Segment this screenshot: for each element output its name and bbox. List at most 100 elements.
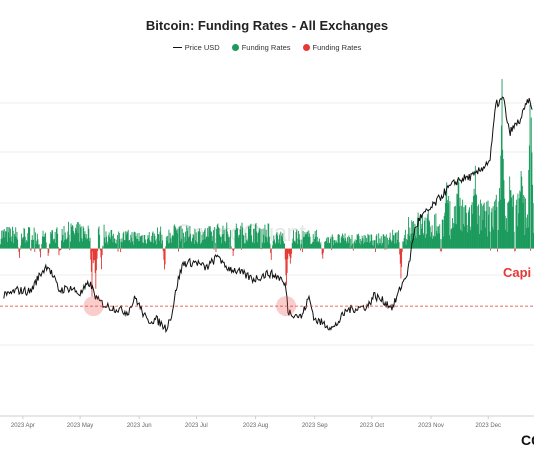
legend-item-price[interactable]: Price USD [172,43,220,52]
funding-bar-positive [354,239,356,249]
funding-bar-positive [397,230,399,249]
funding-bar-positive [471,202,473,249]
funding-bar-positive [424,217,426,249]
funding-bar-positive [15,237,17,249]
funding-bar-positive [332,236,334,249]
funding-bar-positive [45,232,47,249]
funding-bar-positive [248,225,250,249]
funding-bar-positive [3,229,5,249]
legend-item-funding-negative[interactable]: Funding Rates [302,43,361,52]
funding-bar-positive [522,203,524,249]
funding-bar-positive [55,228,57,249]
funding-bar-positive [31,239,33,249]
funding-bar-positive [144,239,146,249]
funding-bar-positive [483,202,485,249]
funding-bar-positive [335,240,337,249]
funding-bar-positive [140,236,142,249]
funding-bar-positive [33,239,34,249]
funding-bar-positive [391,240,393,249]
funding-bar-positive [20,233,22,249]
funding-bar-positive [5,231,7,249]
funding-bar-positive [366,237,368,249]
funding-bar-positive [266,237,268,249]
funding-bar-positive [152,231,154,249]
funding-bar-positive [223,229,225,249]
funding-bar-positive [469,207,471,249]
funding-bar-positive [108,232,110,249]
funding-bar-negative [162,248,164,252]
funding-bar-positive [329,242,331,249]
funding-bar-positive [51,230,53,249]
funding-bar-positive [147,235,149,249]
funding-bar-negative [291,248,293,254]
funding-bar-positive [206,236,208,249]
funding-bar-positive [34,232,36,249]
funding-bar-positive [6,241,8,249]
funding-bar-positive [374,240,376,249]
funding-bar-positive [500,155,502,249]
funding-bar-positive [465,205,467,249]
x-tick-label: 2023 Oct [360,423,385,429]
funding-bar-positive [364,242,366,249]
funding-bar-positive [49,244,51,249]
funding-bar-positive [89,241,90,249]
funding-bar-positive [371,235,373,249]
funding-bar-positive [219,236,221,249]
funding-bar-positive [291,243,293,249]
funding-bar-positive [131,232,133,249]
legend-item-funding-positive[interactable]: Funding Rates [231,43,291,52]
funding-bar-positive [445,203,446,249]
funding-bar-positive [230,246,232,249]
funding-bar-positive [71,226,73,249]
funding-bar-positive [205,239,207,249]
funding-bar-positive [351,234,353,249]
funding-bar-positive [142,242,144,249]
funding-bar-positive [445,191,447,249]
funding-bar-positive [428,220,430,249]
funding-bar-positive [75,229,77,249]
funding-bar-positive [61,240,62,249]
funding-bar-positive [124,240,126,249]
funding-bar-positive [343,240,345,249]
funding-bar-positive [504,215,506,249]
funding-bar-positive [488,214,490,249]
funding-bar-positive [373,245,375,249]
funding-bar-positive [476,195,478,249]
funding-bar-positive [104,242,106,249]
funding-bar-negative [29,248,31,250]
funding-bar-positive [303,237,305,249]
funding-bar-positive [68,234,70,249]
funding-bar-negative [441,248,443,252]
funding-bar-positive [272,245,273,249]
funding-bar-negative [400,248,402,279]
funding-bar-positive [361,235,363,249]
funding-bar-positive [328,243,330,249]
funding-bar-positive [474,195,476,249]
funding-bar-positive [294,242,296,249]
funding-bar-positive [415,228,417,249]
funding-bar-negative [47,248,49,256]
funding-bar-positive [476,206,478,249]
funding-bar-negative [514,248,516,252]
funding-bar-positive [116,235,118,249]
funding-bar-positive [502,149,504,249]
funding-bar-positive [314,231,316,249]
funding-bar-positive [154,235,156,249]
funding-bar-positive [222,225,224,249]
funding-bar-negative [514,248,516,251]
funding-bar-positive [111,235,113,249]
funding-bar-positive [467,232,469,249]
funding-bar-positive [450,229,452,249]
funding-bar-positive [474,165,476,249]
funding-bar-positive [306,232,308,249]
funding-bar-positive [254,228,256,249]
funding-bar-positive [224,241,226,249]
funding-bar-positive [318,242,320,249]
funding-bar-positive [106,241,108,249]
funding-bar-positive [532,203,534,249]
funding-bar-negative [233,248,235,251]
funding-bar-positive [50,233,52,249]
funding-bar-positive [160,243,162,249]
funding-bar-positive [275,244,277,249]
